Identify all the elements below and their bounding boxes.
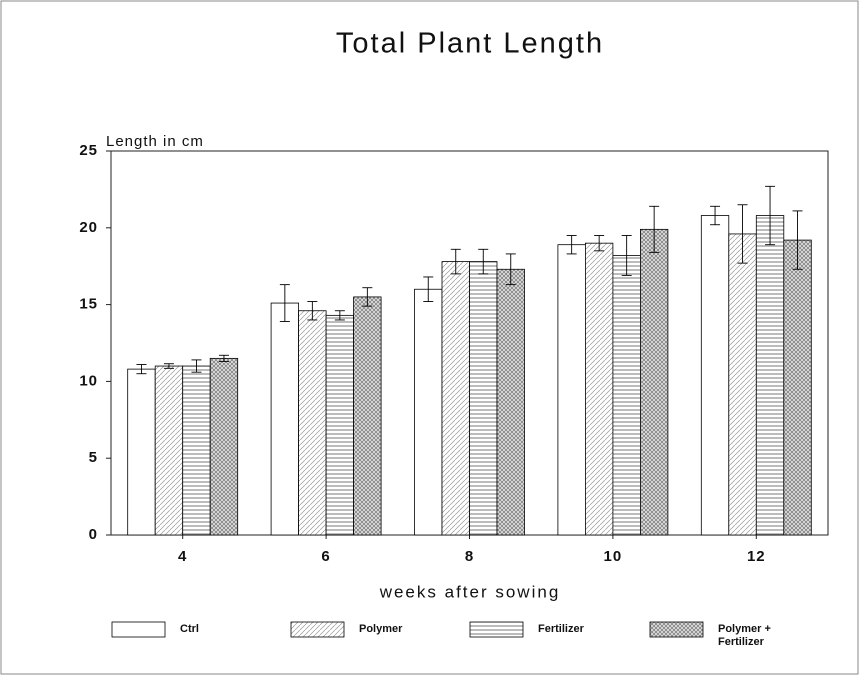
error-bar xyxy=(649,205,660,253)
legend-label-box: Fertilizer xyxy=(538,623,584,635)
legend-label: Ctrl xyxy=(180,623,199,635)
bar xyxy=(557,244,586,536)
x-tick-label: 10 xyxy=(604,548,623,565)
legend-swatch xyxy=(111,621,166,638)
error-bar xyxy=(792,210,803,270)
error-bar xyxy=(163,363,174,369)
legend-swatch xyxy=(649,621,704,638)
error-bar xyxy=(136,364,147,375)
bar xyxy=(353,296,382,536)
error-bar xyxy=(478,248,489,275)
x-tick-label: 12 xyxy=(747,548,766,565)
error-bar xyxy=(218,354,229,362)
legend-label-box: Polymer + Fertilizer xyxy=(718,623,771,648)
bar xyxy=(728,233,757,536)
chart-title: Total Plant Length xyxy=(336,28,604,60)
legend-swatch xyxy=(469,621,524,638)
bar xyxy=(414,288,443,536)
legend-label: Polymer xyxy=(359,623,403,635)
error-bar xyxy=(450,248,461,275)
error-bar xyxy=(362,287,373,307)
y-tick-label: 20 xyxy=(79,219,98,236)
bar xyxy=(325,314,355,536)
y-axis-label: Length in cm xyxy=(106,133,204,150)
legend-label: Fertilizer xyxy=(538,623,584,635)
x-axis-label: weeks after sowing xyxy=(379,582,561,601)
bar xyxy=(496,268,525,536)
bar xyxy=(270,302,300,536)
x-tick-label: 8 xyxy=(465,548,474,565)
bar xyxy=(209,357,239,536)
error-bar xyxy=(191,359,202,373)
legend-label-box: Ctrl xyxy=(180,623,199,635)
bar xyxy=(783,239,812,536)
error-bar xyxy=(737,204,748,264)
error-bar xyxy=(279,284,290,322)
error-bar xyxy=(594,235,605,252)
error-bar xyxy=(505,253,516,286)
error-bar xyxy=(765,185,776,246)
error-bar xyxy=(307,301,318,321)
bar xyxy=(612,255,641,536)
y-tick-label: 15 xyxy=(79,296,98,313)
bar xyxy=(298,310,327,536)
bar xyxy=(127,368,156,536)
y-tick-label: 25 xyxy=(79,142,98,159)
x-tick-label: 6 xyxy=(321,548,330,565)
bar xyxy=(640,228,669,536)
bar xyxy=(182,365,211,536)
error-bar xyxy=(710,205,721,226)
bar xyxy=(755,215,785,536)
legend-label: Polymer + Fertilizer xyxy=(718,623,771,648)
error-bar xyxy=(423,276,434,302)
bar xyxy=(585,242,614,536)
legend-swatch xyxy=(290,621,345,638)
bar xyxy=(154,365,184,536)
error-bar xyxy=(334,310,345,321)
y-tick-label: 10 xyxy=(79,372,98,389)
bar xyxy=(700,215,730,536)
y-tick-label: 5 xyxy=(89,449,98,466)
bar xyxy=(469,261,498,536)
legend-label-box: Polymer xyxy=(359,623,403,635)
error-bar xyxy=(566,235,577,255)
error-bar xyxy=(621,235,632,276)
y-tick-label: 0 xyxy=(89,526,98,543)
x-tick-label: 4 xyxy=(178,548,187,565)
bar xyxy=(441,261,470,536)
